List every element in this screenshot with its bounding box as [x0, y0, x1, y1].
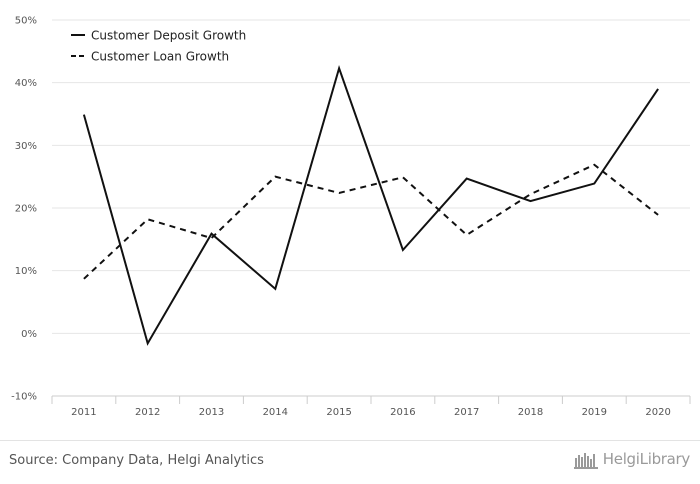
x-tick-label: 2018 — [518, 407, 543, 418]
line-chart: 50%40%30%20%10%0%-10% 2011 2012 2013 2014 20… — [11, 16, 691, 418]
y-tick-label: 50% — [15, 16, 37, 27]
y-tick-label: 20% — [15, 204, 37, 215]
y-tick-label: 0% — [21, 329, 37, 340]
footer: Source: Company Data, Helgi Analytics He… — [0, 440, 700, 484]
helgi-library-logo[interactable]: HelgiLibrary — [573, 449, 691, 469]
x-tick-label: 2014 — [263, 407, 288, 418]
x-tick-label: 2017 — [454, 407, 479, 418]
x-tick-label: 2016 — [390, 407, 415, 418]
source-note: Source: Company Data, Helgi Analytics — [9, 453, 264, 468]
y-tick-label: 10% — [15, 266, 37, 277]
legend-label: Customer Deposit Growth — [91, 29, 246, 43]
brand-name: HelgiLibrary — [602, 450, 691, 468]
series-lines — [82, 64, 659, 346]
x-axis: 2011 2012 2013 2014 2015 2016 2017 2018 2019 2020 — [51, 395, 691, 418]
library-icon — [573, 453, 598, 469]
x-tick-label: 2019 — [582, 407, 607, 418]
x-tick-label: 2015 — [326, 407, 351, 418]
x-tick-label: 2013 — [199, 407, 224, 418]
y-axis-ticks: 50% 40% 30% 20% 10% 0% -10% — [11, 16, 37, 403]
series-line-customer-deposit-growth — [82, 64, 659, 346]
x-tick-label: 2012 — [135, 407, 160, 418]
y-tick-label: 30% — [15, 141, 37, 152]
x-tick-label: 2020 — [645, 407, 670, 418]
series-line-customer-loan-growth — [83, 163, 659, 280]
x-tick-label: 2011 — [71, 407, 96, 418]
grid-lines — [52, 19, 690, 334]
y-tick-label: 40% — [15, 78, 37, 89]
legend-label: Customer Loan Growth — [91, 50, 229, 64]
legend: Customer Deposit Growth Customer Loan Gro… — [71, 29, 246, 64]
y-tick-label: -10% — [11, 392, 37, 403]
